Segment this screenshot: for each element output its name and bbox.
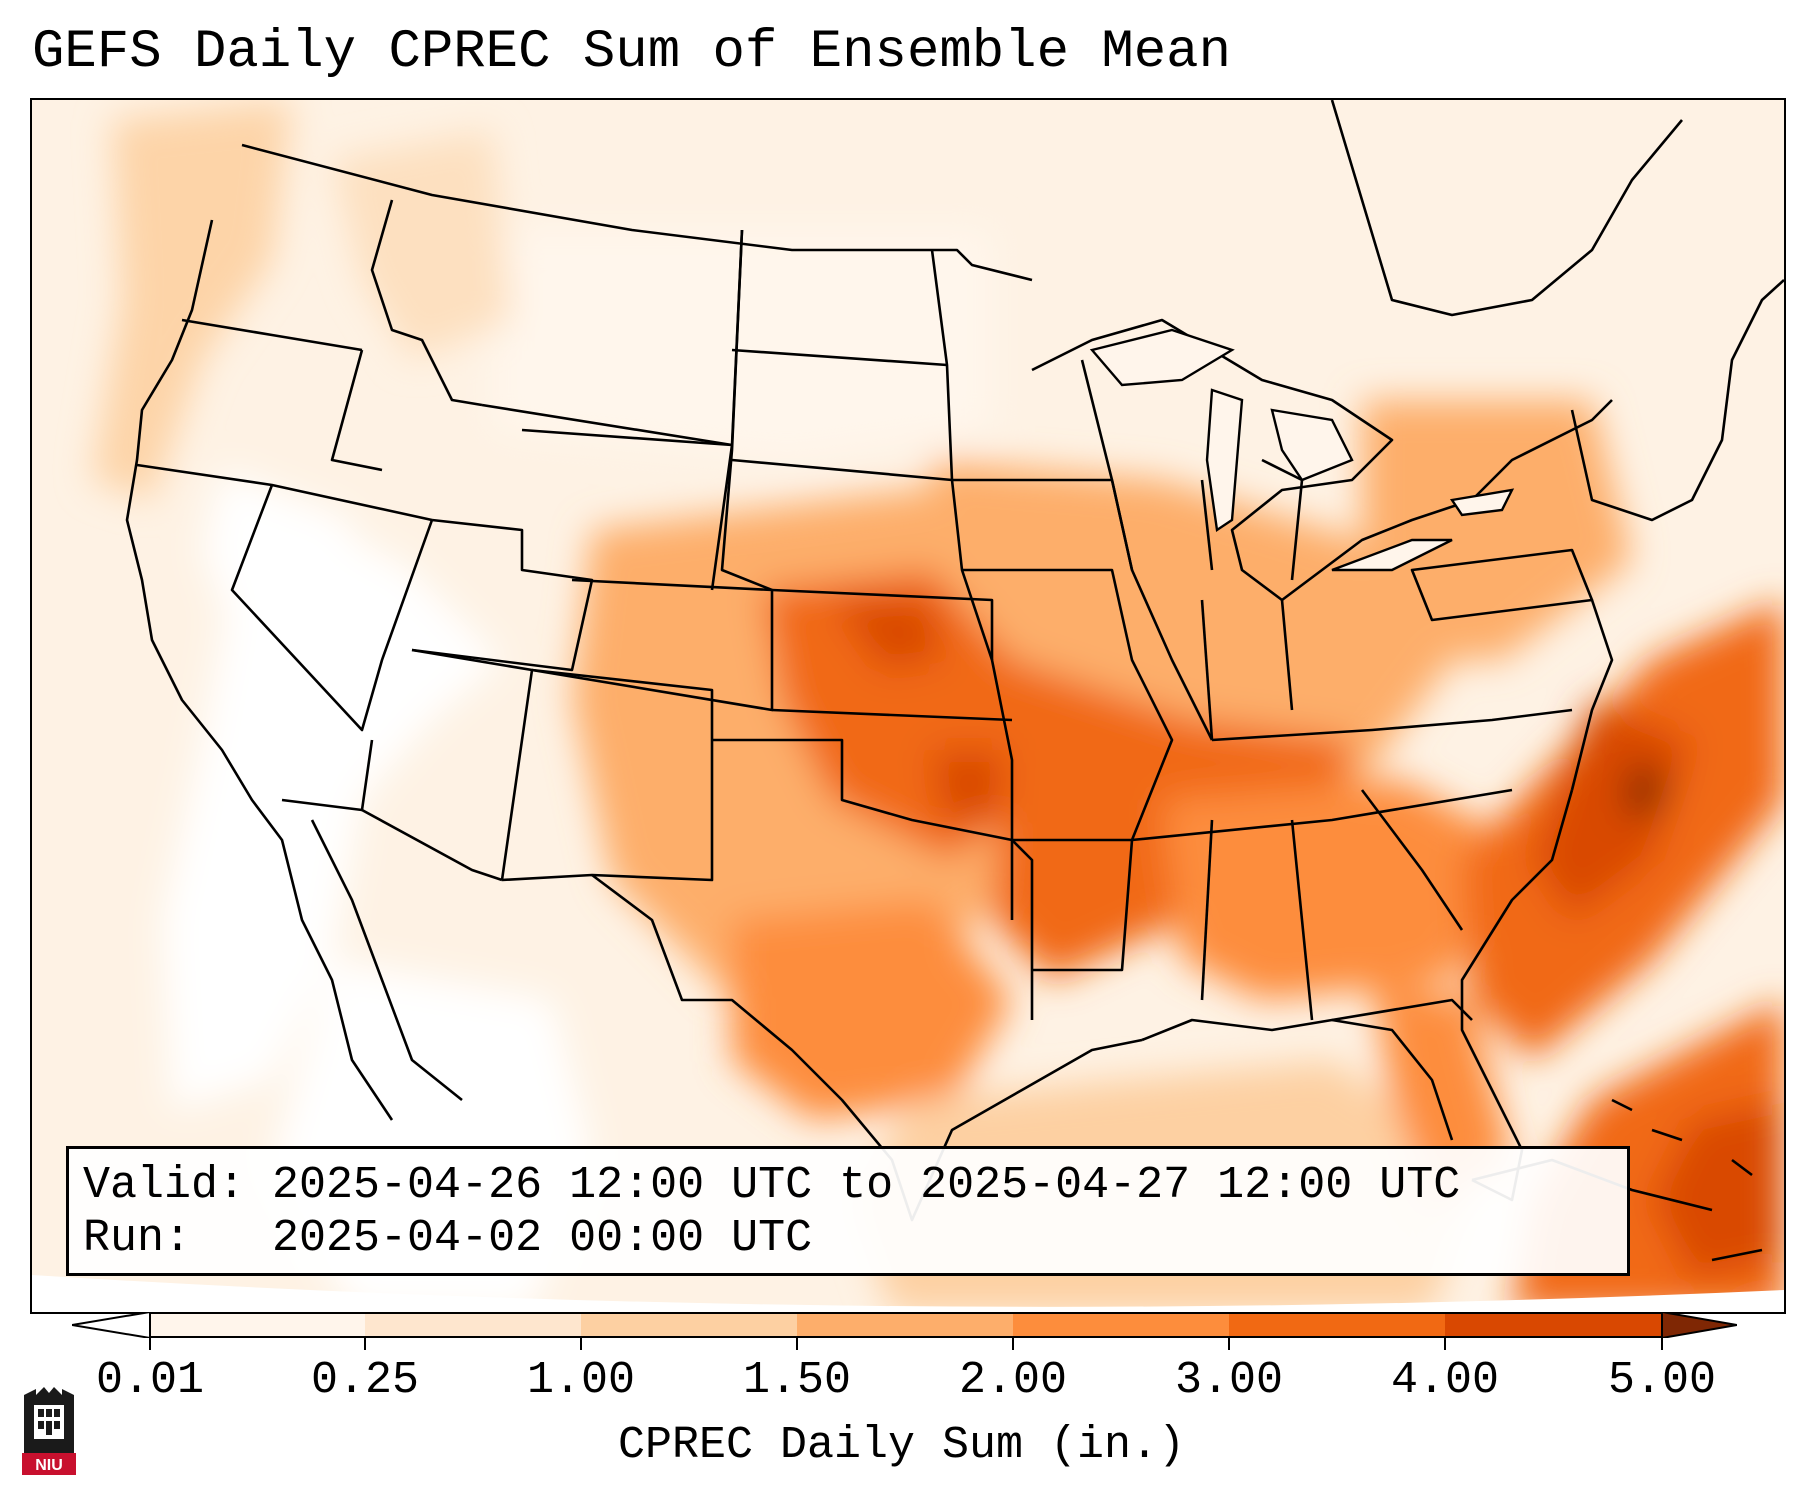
colorbar-segment	[365, 1312, 581, 1338]
precip-map	[32, 100, 1784, 1312]
colorbar-tick-label: 3.00	[1174, 1355, 1284, 1406]
pnw-coast-band	[92, 100, 292, 500]
logo-text: NIU	[35, 1457, 63, 1474]
valid-run-info-box: Valid: 2025-04-26 12:00 UTC to 2025-04-2…	[66, 1146, 1630, 1276]
logo-banner	[22, 1453, 76, 1475]
northeast-moderate	[1362, 400, 1632, 660]
southeast-moderate	[1162, 780, 1512, 1000]
ok-max	[932, 750, 1012, 820]
colorbar-tick-label: 4.00	[1390, 1355, 1500, 1406]
great-lakes	[1089, 328, 1515, 572]
colorbar	[72, 1312, 1737, 1338]
colorbar-frame	[149, 1312, 1663, 1338]
colorbar-segment	[1445, 1312, 1662, 1338]
ks-max	[832, 600, 942, 670]
colorbar-tick-label: 0.01	[95, 1355, 205, 1406]
colorbar-segment	[581, 1312, 797, 1338]
colorbar-segment	[1229, 1312, 1445, 1338]
colorbar-ticks	[149, 1338, 1663, 1350]
colorbar-tick-label: 5.00	[1607, 1355, 1717, 1406]
light-area-northern-plains	[492, 230, 992, 460]
colorbar-over-extend	[1661, 1312, 1737, 1338]
chart-title: GEFS Daily CPREC Sum of Ensemble Mean	[32, 22, 1231, 83]
run-time-text: Run: 2025-04-02 00:00 UTC	[83, 1213, 813, 1264]
colorbar-under-extend	[72, 1312, 151, 1338]
atlantic-max	[1532, 700, 1692, 920]
texas-moderate	[732, 900, 1012, 1120]
pnw-interior	[332, 130, 512, 360]
colorbar-tick-label: 1.00	[526, 1355, 636, 1406]
caribbean-max	[1652, 1100, 1784, 1280]
colorbar-segment	[797, 1312, 1013, 1338]
atlantic-peak	[1622, 760, 1672, 820]
colorbar-segment	[1013, 1312, 1229, 1338]
projection-edge-bottom	[32, 1275, 1784, 1312]
colorbar-segment	[150, 1312, 365, 1338]
colorbar-tick-label: 2.00	[958, 1355, 1068, 1406]
valid-time-text: Valid: 2025-04-26 12:00 UTC to 2025-04-2…	[83, 1160, 1461, 1211]
dry-area-nevada	[202, 470, 352, 700]
colorbar-tick-label: 1.50	[742, 1355, 852, 1406]
colorbar-label: CPREC Daily Sum (in.)	[617, 1420, 1186, 1471]
niu-logo: NIU	[22, 1387, 76, 1475]
map-panel	[30, 98, 1786, 1314]
colorbar-tick-label: 0.25	[310, 1355, 420, 1406]
